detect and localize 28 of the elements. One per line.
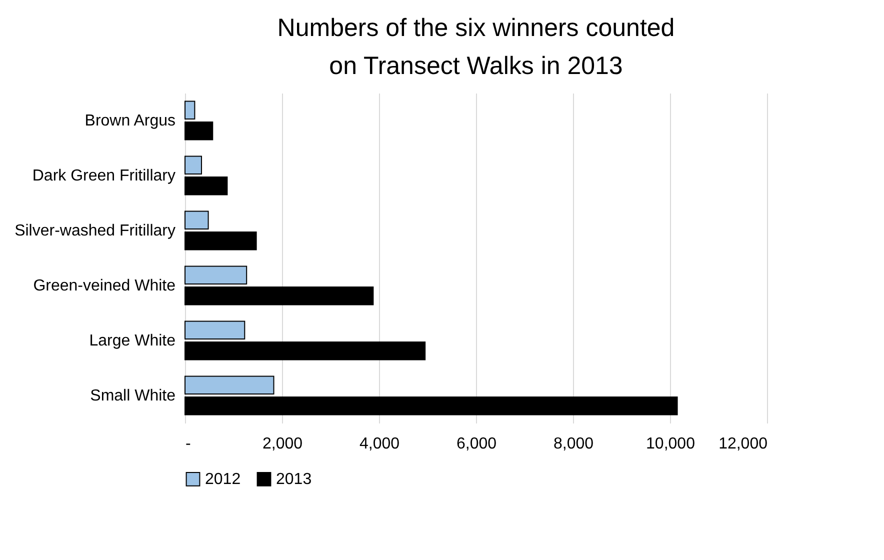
bar bbox=[184, 156, 202, 174]
legend-label: 2013 bbox=[276, 471, 312, 488]
bar bbox=[184, 266, 248, 284]
bar bbox=[184, 122, 214, 140]
bar bbox=[184, 342, 426, 360]
y-tick-label: Brown Argus bbox=[84, 112, 176, 130]
chart-title: Numbers of the six winners counted on Transect Walks in 2013 bbox=[277, 14, 675, 80]
bar bbox=[184, 376, 274, 394]
y-tick-label: Small White bbox=[90, 388, 176, 404]
x-tick-label: - bbox=[186, 436, 191, 452]
y-tick-label: Large White bbox=[89, 332, 176, 350]
legend-label: 2012 bbox=[205, 471, 241, 488]
bar bbox=[184, 176, 228, 196]
x-tick-label: 4,000 bbox=[359, 436, 400, 452]
bar bbox=[184, 320, 246, 340]
bar bbox=[184, 396, 678, 416]
x-tick-label: 10,000 bbox=[646, 436, 696, 452]
x-tick-label: 12,000 bbox=[718, 436, 768, 452]
y-tick-label: Silver-washed Fritillary bbox=[14, 222, 176, 240]
bar bbox=[184, 100, 196, 120]
bar bbox=[184, 232, 257, 250]
bar bbox=[184, 210, 209, 230]
x-tick-label: 6,000 bbox=[456, 436, 497, 452]
y-tick-label: Dark Green Fritillary bbox=[32, 168, 176, 184]
y-tick-label: Green-veined White bbox=[33, 278, 176, 294]
bar bbox=[184, 286, 374, 306]
x-tick-label: 2,000 bbox=[262, 436, 303, 452]
x-tick-label: 8,000 bbox=[553, 436, 594, 452]
